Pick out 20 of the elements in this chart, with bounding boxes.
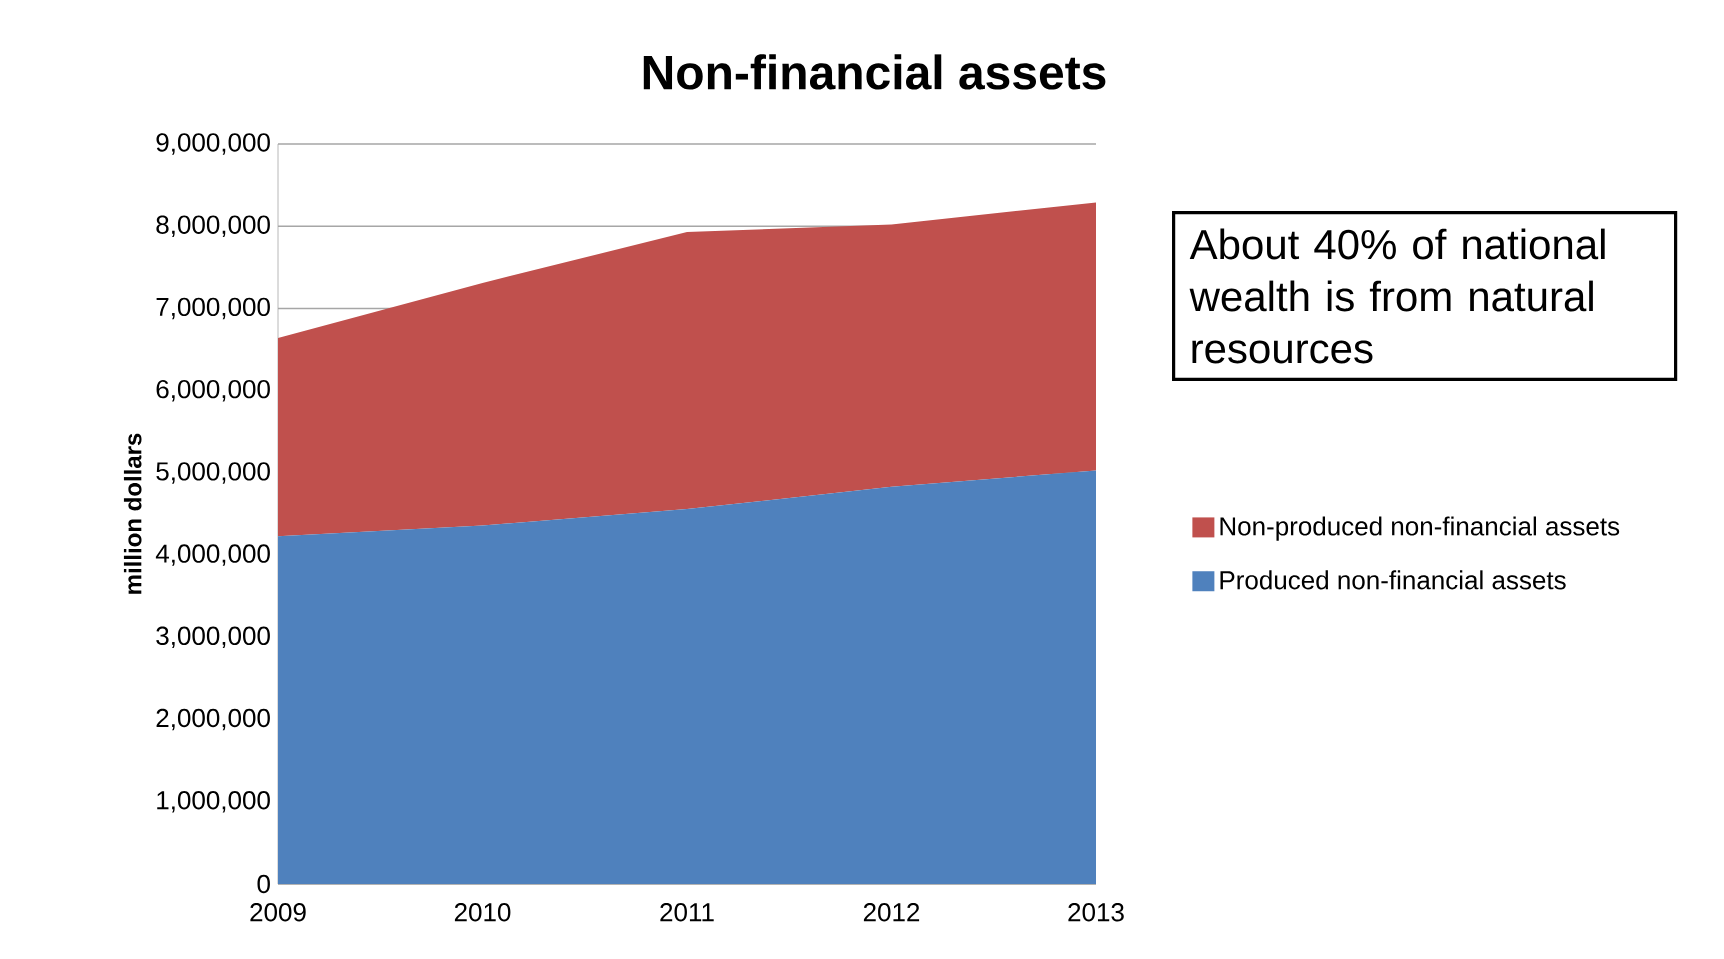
y-tick-label: 5,000,000 bbox=[156, 462, 270, 484]
chart-title: Non-financial assets bbox=[643, 54, 1106, 90]
y-tick-label: 1,000,000 bbox=[157, 791, 270, 813]
y-tick-label: 0 bbox=[257, 874, 270, 894]
x-tick-label: 2012 bbox=[863, 903, 920, 922]
y-tick-label: 3,000,000 bbox=[156, 626, 270, 649]
x-tick-label: 2010 bbox=[454, 903, 511, 922]
x-tick-label: 2013 bbox=[1068, 903, 1124, 922]
y-tick-label: 6,000,000 bbox=[156, 379, 270, 402]
x-tick-label: 2011 bbox=[660, 903, 714, 922]
text: About 40% of national wealth is from natural resources bbox=[1189, 228, 1605, 364]
y-axis-title: million dollars bbox=[123, 433, 142, 594]
legend-label: Produced non-financial assets bbox=[1220, 570, 1566, 590]
y-tick-label: 9,000,000 bbox=[156, 133, 270, 155]
x-tick-label: 2009 bbox=[250, 903, 306, 922]
y-tick-label: 7,000,000 bbox=[156, 297, 270, 320]
y-tick-label: 2,000,000 bbox=[156, 708, 270, 731]
y-tick-label: 4,000,000 bbox=[155, 544, 270, 566]
y-tick-label: 8,000,000 bbox=[156, 215, 270, 237]
legend-label: Non-produced non-financial assets bbox=[1220, 516, 1620, 541]
